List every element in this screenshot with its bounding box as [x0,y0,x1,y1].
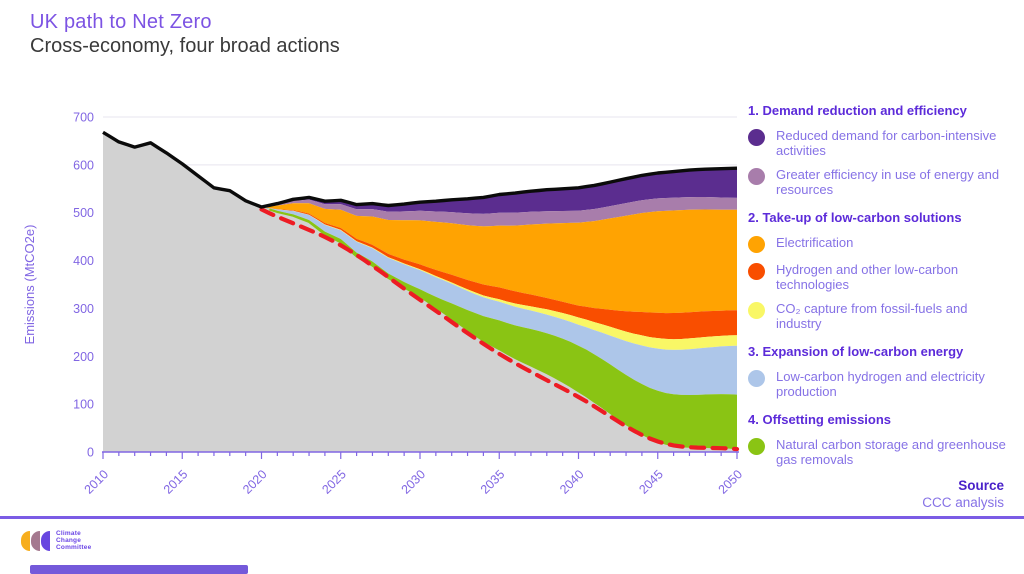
y-axis-label: Emissions (MtCO2e) [22,225,37,345]
wedge-area-3 [253,203,737,314]
wedge-area-6 [253,203,737,395]
legend-item: Low-carbon hydrogen and electricity prod… [748,369,1014,399]
x-tick-label: 2030 [399,467,429,497]
legend-item: Greater efficiency in use of energy and … [748,167,1014,197]
x-tick-label: 2025 [319,467,349,497]
y-tick-label: 500 [73,206,94,220]
legend-swatch-icon [748,236,765,253]
source-label: Source [958,478,1004,493]
page-subtitle: Cross-economy, four broad actions [30,35,340,57]
legend-item: CO₂ capture from fossil-fuels and indust… [748,301,1014,331]
x-tick-label: 2010 [82,467,112,497]
wedge-area-2 [253,197,737,227]
legend-swatch-icon [748,168,765,185]
legend-item: Hydrogen and other low-carbon technologi… [748,262,1014,292]
legend-swatch-icon [748,438,765,455]
historical-emissions-area [103,132,737,453]
footer-accent-bar [30,565,248,574]
legend-item: Natural carbon storage and greenhouse ga… [748,437,1014,467]
legend-item-label: CO₂ capture from fossil-fuels and indust… [776,301,968,331]
x-tick-label: 2035 [478,467,508,497]
legend-section-title-3: 3. Expansion of low-carbon energy [748,344,964,359]
y-tick-label: 700 [73,111,94,125]
legend: 1. Demand reduction and efficiency Reduce… [748,103,1014,467]
legend-section-title-4: 4. Offsetting emissions [748,412,892,427]
legend-swatch-icon [748,370,765,387]
x-tick-label: 2045 [636,467,666,497]
wedge-area-4 [253,203,737,340]
logo-line-1: Climate [56,530,81,537]
y-tick-label: 400 [73,254,94,268]
y-tick-label: 0 [87,446,94,460]
legend-item-label: Low-carbon hydrogen and electricity prod… [776,369,985,399]
logo-mark-purple-icon [41,530,50,551]
footer-divider [0,516,1024,519]
logo-line-3: Committee [56,544,92,551]
y-tick-label: 200 [73,350,94,364]
legend-swatch-icon [748,129,765,146]
legend-section-title-2: 2. Take-up of low-carbon solutions [748,210,962,225]
y-tick-label: 300 [73,302,94,316]
legend-item-label: Hydrogen and other low-carbon technologi… [776,262,959,292]
legend-item-label: Electrification [776,235,854,250]
emissions-chart: 2010 2015 2020 2025 2030 2035 2040 2045 2050 0 100… [22,111,746,497]
source-block: Source CCC analysis [922,477,1004,511]
legend-item-label: Greater efficiency in use of energy and … [776,167,1000,197]
legend-item-label: Reduced demand for carbon-intensive acti… [776,128,997,158]
wedge-area-1 [253,168,737,214]
legend-section-title-1: 1. Demand reduction and efficiency [748,103,967,118]
legend-item: Reduced demand for carbon-intensive acti… [748,128,1014,158]
legend-item: Electrification [748,235,1014,253]
legend-swatch-icon [748,302,765,319]
x-tick-label: 2020 [240,467,270,497]
baseline-emissions-line [102,130,738,209]
x-tick-label: 2050 [716,467,746,497]
wedge-area-7 [253,203,737,449]
ccc-logo-text: Climate Change Committee [56,530,91,551]
logo-line-2: Change [56,537,82,544]
logo-mark-yellow-icon [21,530,30,551]
y-tick-label: 600 [73,158,94,172]
net-zero-pathway-line [259,207,740,452]
ccc-logo: Climate Change Committee [21,530,91,551]
ccc-logo-marks-icon [21,530,51,551]
x-tick-label: 2040 [557,467,587,497]
y-tick-label: 100 [73,398,94,412]
legend-swatch-icon [748,263,765,280]
x-tick-label: 2015 [161,467,191,497]
page-title: UK path to Net Zero [30,11,212,33]
source-value: CCC analysis [922,495,1004,510]
logo-mark-mauve-icon [31,530,40,551]
legend-item-label: Natural carbon storage and greenhouse ga… [776,437,1006,467]
